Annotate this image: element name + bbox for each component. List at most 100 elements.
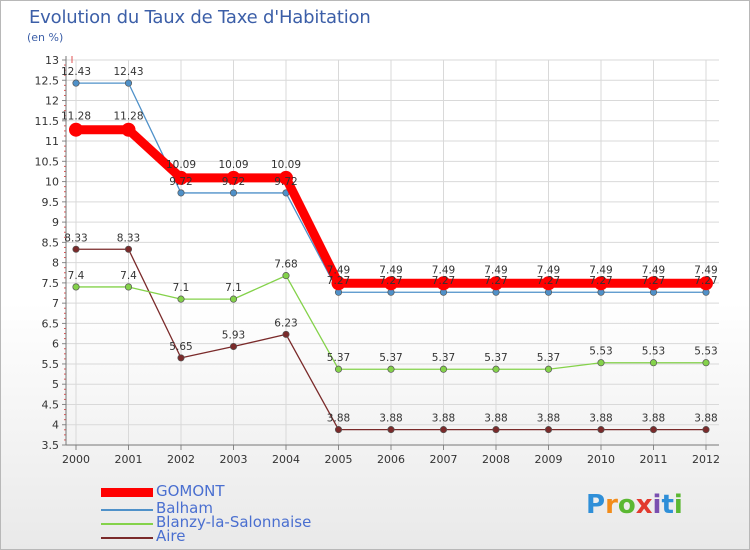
data-point xyxy=(177,189,185,197)
x-tick-label: 2012 xyxy=(692,453,720,466)
y-tick-label: 4 xyxy=(52,419,59,432)
data-point xyxy=(544,426,553,434)
data-label: 7.49 xyxy=(694,264,717,276)
x-tick-label: 2001 xyxy=(115,453,143,466)
legend-label: GOMONT xyxy=(156,482,225,500)
data-label: 7.27 xyxy=(537,275,560,287)
data-point xyxy=(649,426,658,434)
data-label: 7.49 xyxy=(589,264,612,276)
x-tick-label: 2005 xyxy=(325,453,353,466)
data-point xyxy=(124,283,133,291)
data-point xyxy=(279,170,293,185)
grid xyxy=(66,59,719,446)
data-label: 3.88 xyxy=(327,413,350,425)
data-label: 9.72 xyxy=(169,176,192,188)
data-label: 5.37 xyxy=(432,352,455,364)
legend-swatch xyxy=(101,537,153,539)
y-tick-label: 7 xyxy=(52,297,59,310)
chart-title: Evolution du Taux de Taxe d'Habitation xyxy=(29,7,371,28)
data-label: 3.88 xyxy=(589,413,612,425)
data-label: 5.37 xyxy=(379,352,402,364)
data-label: 7.49 xyxy=(327,264,350,276)
data-point xyxy=(229,342,238,351)
data-point xyxy=(282,330,290,338)
y-tick-label: 10.5 xyxy=(35,155,60,168)
data-label: 7.27 xyxy=(642,275,665,287)
data-label: 12.43 xyxy=(113,66,143,78)
data-point xyxy=(124,79,133,87)
data-label: 7.68 xyxy=(274,259,297,271)
x-tick-label: 2007 xyxy=(430,453,458,466)
data-label: 5.53 xyxy=(589,346,612,358)
data-point xyxy=(282,272,290,280)
x-tick-label: 2002 xyxy=(167,453,195,466)
proxiti-logo: Proxiti xyxy=(586,490,683,520)
data-label: 7.49 xyxy=(379,264,402,276)
y-tick-label: 8 xyxy=(52,257,59,270)
y-tick-label: 13 xyxy=(45,54,59,67)
data-point xyxy=(331,276,346,291)
data-point xyxy=(334,426,343,434)
data-label: 10.09 xyxy=(218,159,248,171)
data-point xyxy=(492,365,500,373)
data-point xyxy=(177,295,185,303)
data-label: 3.88 xyxy=(537,413,560,425)
data-label: 5.37 xyxy=(537,352,560,364)
x-tick-label: 2008 xyxy=(482,453,510,466)
y-tick-label: 8.5 xyxy=(42,236,60,249)
data-point xyxy=(177,354,185,362)
data-label: 11.28 xyxy=(61,111,91,123)
y-tick-label: 6 xyxy=(52,338,59,351)
data-label: 7.1 xyxy=(173,282,190,294)
legend-label: Balham xyxy=(156,499,213,517)
data-label: 3.88 xyxy=(432,413,455,425)
data-label: 7.27 xyxy=(379,275,402,287)
data-label: 5.53 xyxy=(694,346,717,358)
y-tick-label: 5 xyxy=(52,378,59,391)
y-tick-label: 10 xyxy=(45,176,59,189)
data-label: 7.27 xyxy=(484,275,507,287)
data-label: 9.72 xyxy=(222,176,245,188)
data-point xyxy=(597,359,605,367)
data-label: 11.28 xyxy=(113,111,143,123)
legend-swatch xyxy=(101,509,153,511)
data-point xyxy=(702,359,710,367)
data-label: 5.37 xyxy=(327,352,350,364)
x-tick-label: 2000 xyxy=(62,453,90,466)
data-point xyxy=(699,276,713,291)
x-tick-label: 2010 xyxy=(587,453,615,466)
data-label: 3.88 xyxy=(694,413,717,425)
y-tick-label: 4.5 xyxy=(42,398,60,411)
data-point xyxy=(121,122,136,137)
data-point xyxy=(439,365,448,373)
x-tick-label: 2009 xyxy=(535,453,563,466)
x-tick-label: 2003 xyxy=(220,453,248,466)
data-point xyxy=(597,426,605,434)
data-point xyxy=(124,245,133,253)
data-point xyxy=(387,426,395,434)
y-tick-label: 12 xyxy=(45,95,59,108)
data-point xyxy=(72,245,80,253)
data-point xyxy=(72,283,80,291)
data-point xyxy=(649,359,658,367)
data-point xyxy=(594,276,608,291)
data-point xyxy=(229,295,238,303)
data-label: 5.93 xyxy=(222,330,245,342)
data-point xyxy=(544,365,553,373)
legend-swatch xyxy=(101,523,153,525)
data-label: 8.33 xyxy=(117,232,140,244)
data-label: 7.27 xyxy=(327,275,350,287)
data-label: 10.09 xyxy=(166,159,196,171)
y-tick-label: 6.5 xyxy=(42,317,60,330)
data-label: 12.43 xyxy=(61,66,91,78)
data-label: 3.88 xyxy=(379,413,402,425)
data-label: 7.1 xyxy=(225,282,242,294)
data-label: 9.72 xyxy=(274,176,297,188)
data-point xyxy=(439,426,448,434)
data-label: 5.53 xyxy=(642,346,665,358)
data-point xyxy=(492,426,500,434)
data-point xyxy=(646,276,661,291)
data-point xyxy=(226,170,241,185)
